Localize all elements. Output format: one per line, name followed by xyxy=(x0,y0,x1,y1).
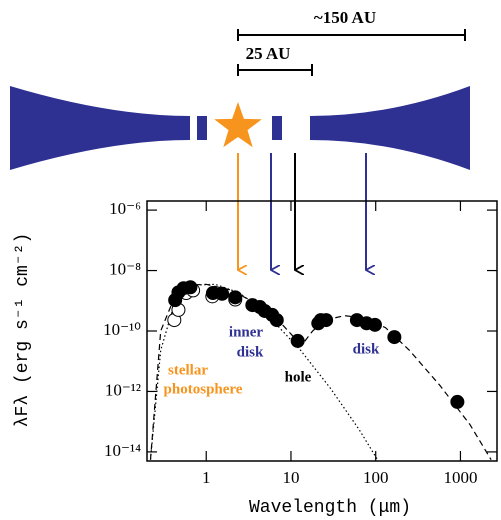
data-point xyxy=(269,313,284,328)
scale-label: 25 AU xyxy=(246,44,291,63)
outer-disk-left xyxy=(10,86,190,170)
star xyxy=(214,102,262,148)
y-tick-label: 10⁻⁶ xyxy=(109,199,141,218)
outer-disk-right xyxy=(310,86,470,170)
x-tick-label: 10 xyxy=(282,468,299,487)
x-tick-label: 100 xyxy=(363,468,389,487)
data-point xyxy=(183,280,198,295)
y-tick-label: 10⁻⁸ xyxy=(109,259,141,278)
annotation: stellar xyxy=(168,362,208,378)
x-axis-label: Wavelength (μm) xyxy=(249,498,411,518)
annotation: hole xyxy=(285,369,312,385)
annotation: disk xyxy=(353,341,380,357)
x-tick-label: 1000 xyxy=(443,468,477,487)
data-point xyxy=(387,330,402,345)
disk-diagram: ~150 AU 25 AU xyxy=(10,8,470,270)
inner-disk-right xyxy=(272,116,282,140)
annotation: photosphere xyxy=(164,381,243,397)
annotation: disk xyxy=(237,344,264,360)
y-axis-label: λFλ (erg s⁻¹ cm⁻²) xyxy=(13,233,33,428)
data-point xyxy=(228,290,243,305)
data-point xyxy=(367,317,382,332)
x-tick-label: 1 xyxy=(202,468,211,487)
plot-frame xyxy=(146,200,498,462)
annotation: inner xyxy=(229,324,264,340)
data-point xyxy=(319,313,334,328)
y-tick-label: 10⁻¹⁴ xyxy=(104,441,141,460)
inner-disk-left xyxy=(197,116,207,140)
y-tick-label: 10⁻¹² xyxy=(105,380,141,399)
data-point xyxy=(450,394,465,409)
y-tick-label: 10⁻¹⁰ xyxy=(103,320,141,339)
data-point xyxy=(290,333,305,348)
data-point xyxy=(215,286,230,301)
scale-label: ~150 AU xyxy=(314,8,376,27)
